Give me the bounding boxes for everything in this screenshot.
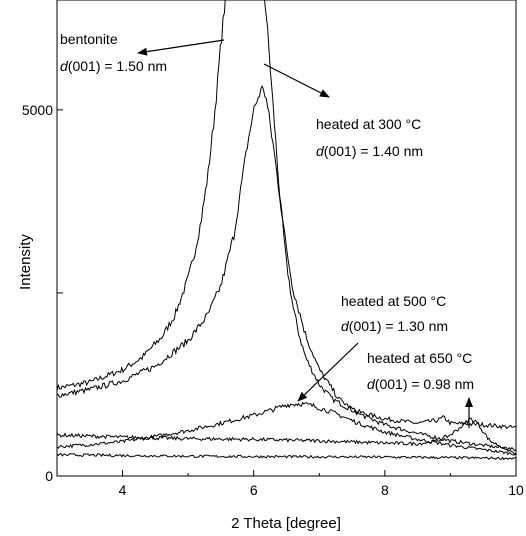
y-axis-label: Intensity [17, 234, 34, 290]
annotation-300-line2: d(001) = 1.40 nm [316, 143, 423, 159]
annotation-500-arrow [297, 342, 359, 402]
y-axis-ticks: 0 5000 [22, 102, 63, 484]
x-tick-label: 6 [250, 482, 258, 498]
x-axis-ticks: 4 6 8 10 [56, 470, 524, 498]
series-line-5 [57, 453, 516, 461]
annotation-650-line2: d(001) = 0.98 nm [367, 376, 474, 392]
y-tick-label: 5000 [22, 102, 53, 118]
annotation-500: heated at 500 °C d(001) = 1.30 nm [297, 293, 448, 402]
x-tick-label: 8 [381, 482, 389, 498]
x-tick-label: 4 [119, 482, 127, 498]
plot-frame [56, 0, 517, 477]
series-line-1 [57, 0, 516, 430]
annotation-300-line1: heated at 300 °C [316, 116, 421, 132]
series-line-4 [57, 417, 516, 456]
annotation-bentonite-line1: bentonite [60, 31, 118, 47]
annotation-300: heated at 300 °C d(001) = 1.40 nm [263, 63, 423, 159]
annotation-300-arrow [263, 63, 330, 98]
annotation-500-line1: heated at 500 °C [341, 293, 446, 309]
annotation-650: heated at 650 °C d(001) = 0.98 nm [367, 350, 474, 428]
annotation-500-line2: d(001) = 1.30 nm [341, 318, 448, 334]
series-line-2 [57, 84, 516, 452]
series-layer [57, 0, 516, 461]
annotation-650-line1: heated at 650 °C [367, 350, 472, 366]
annotation-bentonite: bentonite d(001) = 1.50 nm [60, 31, 225, 74]
x-axis-label: 2 Theta [degree] [231, 515, 341, 532]
y-tick-label: 0 [45, 468, 53, 484]
annotation-bentonite-line2: d(001) = 1.50 nm [60, 58, 167, 74]
series-line-3 [57, 401, 516, 456]
annotation-bentonite-arrow [137, 39, 225, 56]
x-tick-label: 10 [508, 482, 524, 498]
